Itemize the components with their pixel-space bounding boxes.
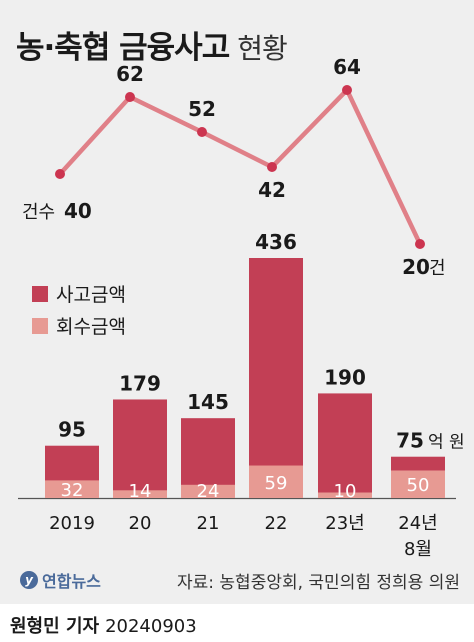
legend-recovered-swatch [32, 317, 48, 334]
recovered-value-label: 24 [197, 481, 220, 502]
line-value-label: 52 [188, 97, 216, 121]
yonhap-logo-icon: y [20, 571, 38, 589]
bar-recovered-20 [113, 490, 167, 498]
credit-date: 20240903 [105, 616, 197, 637]
line-value-label: 40 [64, 199, 92, 223]
bar-value-label: 145 [187, 390, 229, 414]
bar-recovered-22 [249, 465, 303, 498]
source-note: 자료: 농협중앙회, 국민의힘 정희용 의원 [177, 573, 460, 593]
line-label-suffix: 건 [429, 258, 446, 279]
reporter-name: 원형민 기자 [10, 616, 100, 637]
legend-loss-swatch [32, 285, 48, 302]
bar-recovered-2019 [45, 480, 99, 498]
line-value-label: 42 [258, 178, 286, 202]
bar-value-label: 190 [324, 365, 366, 389]
bar-unit-label: 억 원 [428, 433, 465, 453]
bar-recovered-24년 8월 [391, 470, 445, 498]
legend-loss: 사고금액 [32, 280, 126, 307]
x-tick-label: 20 [129, 513, 152, 534]
chart-title: 농·축협 금융사고 현황 [16, 22, 288, 67]
x-tick-label: 21 [197, 513, 220, 534]
bar-recovered-21 [181, 484, 235, 498]
bar-recovered-23년 [318, 492, 372, 498]
logo-text: 연합뉴스 [42, 572, 101, 591]
legend-loss-label: 사고금액 [56, 284, 126, 306]
recovered-value-label: 14 [129, 481, 152, 502]
line-label-prefix: 건수 [22, 202, 55, 223]
line-point-21 [197, 127, 207, 137]
line-value-label: 20 [402, 255, 430, 279]
line-value-label: 64 [333, 55, 361, 79]
bar-value-label: 179 [119, 371, 161, 395]
line-count-series [58, 87, 423, 245]
chart-panel [0, 0, 474, 604]
recovered-value-label: 10 [334, 481, 357, 502]
line-point-20 [125, 92, 135, 102]
legend-recovered: 회수금액 [32, 312, 126, 339]
x-tick-label-line2: 8월 [404, 539, 432, 560]
bar-value-label: 95 [58, 418, 86, 442]
bar-loss-20 [113, 399, 167, 498]
bar-loss-22 [249, 258, 303, 498]
x-tick-label: 24년 [398, 513, 437, 534]
recovered-value-label: 59 [265, 473, 288, 494]
line-point-23년 [342, 85, 352, 95]
credit: 원형민 기자 20240903 [10, 612, 197, 638]
bar-loss-21 [181, 418, 235, 498]
recovered-value-label: 50 [407, 475, 430, 496]
x-tick-label: 2019 [49, 513, 95, 534]
title-sub: 현황 [237, 32, 288, 65]
bar-loss-23년 [318, 393, 372, 498]
legend-recovered-label: 회수금액 [56, 316, 126, 338]
chart: 32 95 2019 14 179 20 24 145 21 59 436 22 10 190 23년 50 7… [18, 55, 465, 560]
yonhap-logo: y 연합뉴스 [20, 568, 101, 592]
line-value-label: 62 [116, 62, 144, 86]
x-tick-label: 23년 [325, 513, 364, 534]
recovered-value-label: 32 [61, 480, 84, 501]
x-tick-label: 22 [265, 513, 288, 534]
line-point-2019 [55, 169, 65, 179]
line-point-22 [267, 162, 277, 172]
title-main: 농·축협 금융사고 [16, 30, 230, 66]
bar-value-label: 75 [396, 429, 424, 453]
line-point-24년 8월 [415, 239, 425, 249]
bar-value-label: 436 [255, 230, 297, 254]
